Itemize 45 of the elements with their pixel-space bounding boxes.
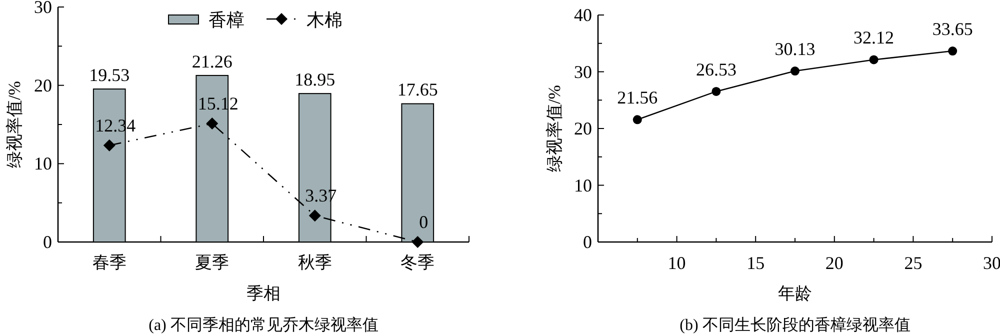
data-label: 26.53	[696, 59, 736, 80]
point	[790, 66, 800, 76]
legend-label: 香樟	[208, 10, 244, 30]
x-tick-label: 20	[825, 253, 844, 273]
data-label: 21.26	[192, 51, 232, 72]
data-label: 18.95	[294, 70, 336, 90]
data-label: 19.53	[89, 65, 130, 86]
text: (b) 不同生长阶段的香樟绿视率值	[680, 316, 910, 334]
point	[712, 86, 721, 96]
y-tick-label: 20	[34, 75, 52, 96]
x-tick-label: 25	[904, 253, 922, 273]
data-label: 30.13	[774, 39, 816, 60]
y-tick-label: 30	[34, 0, 52, 17]
y-tick-label: 10	[574, 175, 592, 196]
x-tick-label: 15	[746, 253, 765, 273]
data-label: 33.65	[932, 19, 973, 40]
x-axis-title: 季相	[246, 284, 280, 303]
y-tick-label: 10	[34, 154, 52, 174]
point	[869, 55, 878, 64]
y-tick-label: 40	[574, 5, 592, 25]
x-tick-label: 冬季	[400, 253, 435, 272]
x-tick-label: 30	[983, 253, 1000, 273]
data-label: 32.12	[854, 28, 894, 48]
legend-label: 木棉	[306, 10, 342, 30]
x-tick-label: 夏季	[195, 253, 230, 272]
point	[206, 118, 218, 130]
y-tick-label: 30	[574, 62, 592, 82]
data-label: 21.56	[617, 88, 658, 108]
x-tick-label: 秋季	[298, 253, 332, 272]
point	[948, 46, 958, 56]
y-axis-title: 绿视率值/%	[5, 81, 24, 168]
data-label: 0	[419, 212, 428, 232]
x-tick-label: 10	[668, 253, 686, 273]
data-label: 17.65	[397, 80, 438, 100]
point	[308, 210, 321, 222]
y-tick-label: 0	[583, 232, 592, 252]
text: (a) 不同季相的常见乔木绿视率值	[148, 316, 378, 334]
point	[412, 236, 424, 248]
y-tick-label: 0	[43, 232, 52, 252]
point	[103, 139, 116, 152]
y-axis-title: 绿视率值/%	[545, 85, 564, 172]
x-tick-label: 春季	[92, 253, 126, 272]
y-tick-label: 20	[574, 118, 592, 138]
point	[632, 115, 642, 124]
x-axis-title: 年龄	[778, 284, 812, 303]
